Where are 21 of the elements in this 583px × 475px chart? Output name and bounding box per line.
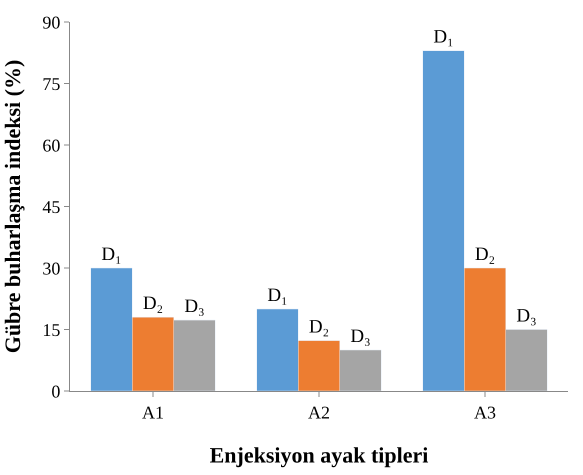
text: D₂ [474,244,496,265]
y-tick-label: 90 [42,12,60,32]
series-label: D₁ [101,244,122,265]
x-tick-label: A3 [474,402,496,423]
x-tick-label: A1 [142,402,164,423]
text: D₃ [350,326,371,347]
text: D₁ [267,285,288,306]
y-tick-label: 0 [51,381,60,402]
y-tick-label: 45 [42,196,60,217]
text: D₂ [308,316,330,338]
text: D₃ [516,306,537,326]
y-tick-label: 60 [42,135,60,156]
y-tick-label: 75 [42,74,60,94]
y-axis-title: Gübre buharlaşma indeksi (%) [0,60,26,354]
series-label: D₃ [184,296,205,318]
y-tick-label: 30 [42,258,60,278]
series-label: D₂ [142,293,164,314]
x-tick-label: A2 [308,402,330,423]
y-tick-label: 15 [42,320,60,340]
x-axis-title: Enjeksiyon ayak tipleri [210,442,428,468]
text: D₁ [433,26,454,48]
